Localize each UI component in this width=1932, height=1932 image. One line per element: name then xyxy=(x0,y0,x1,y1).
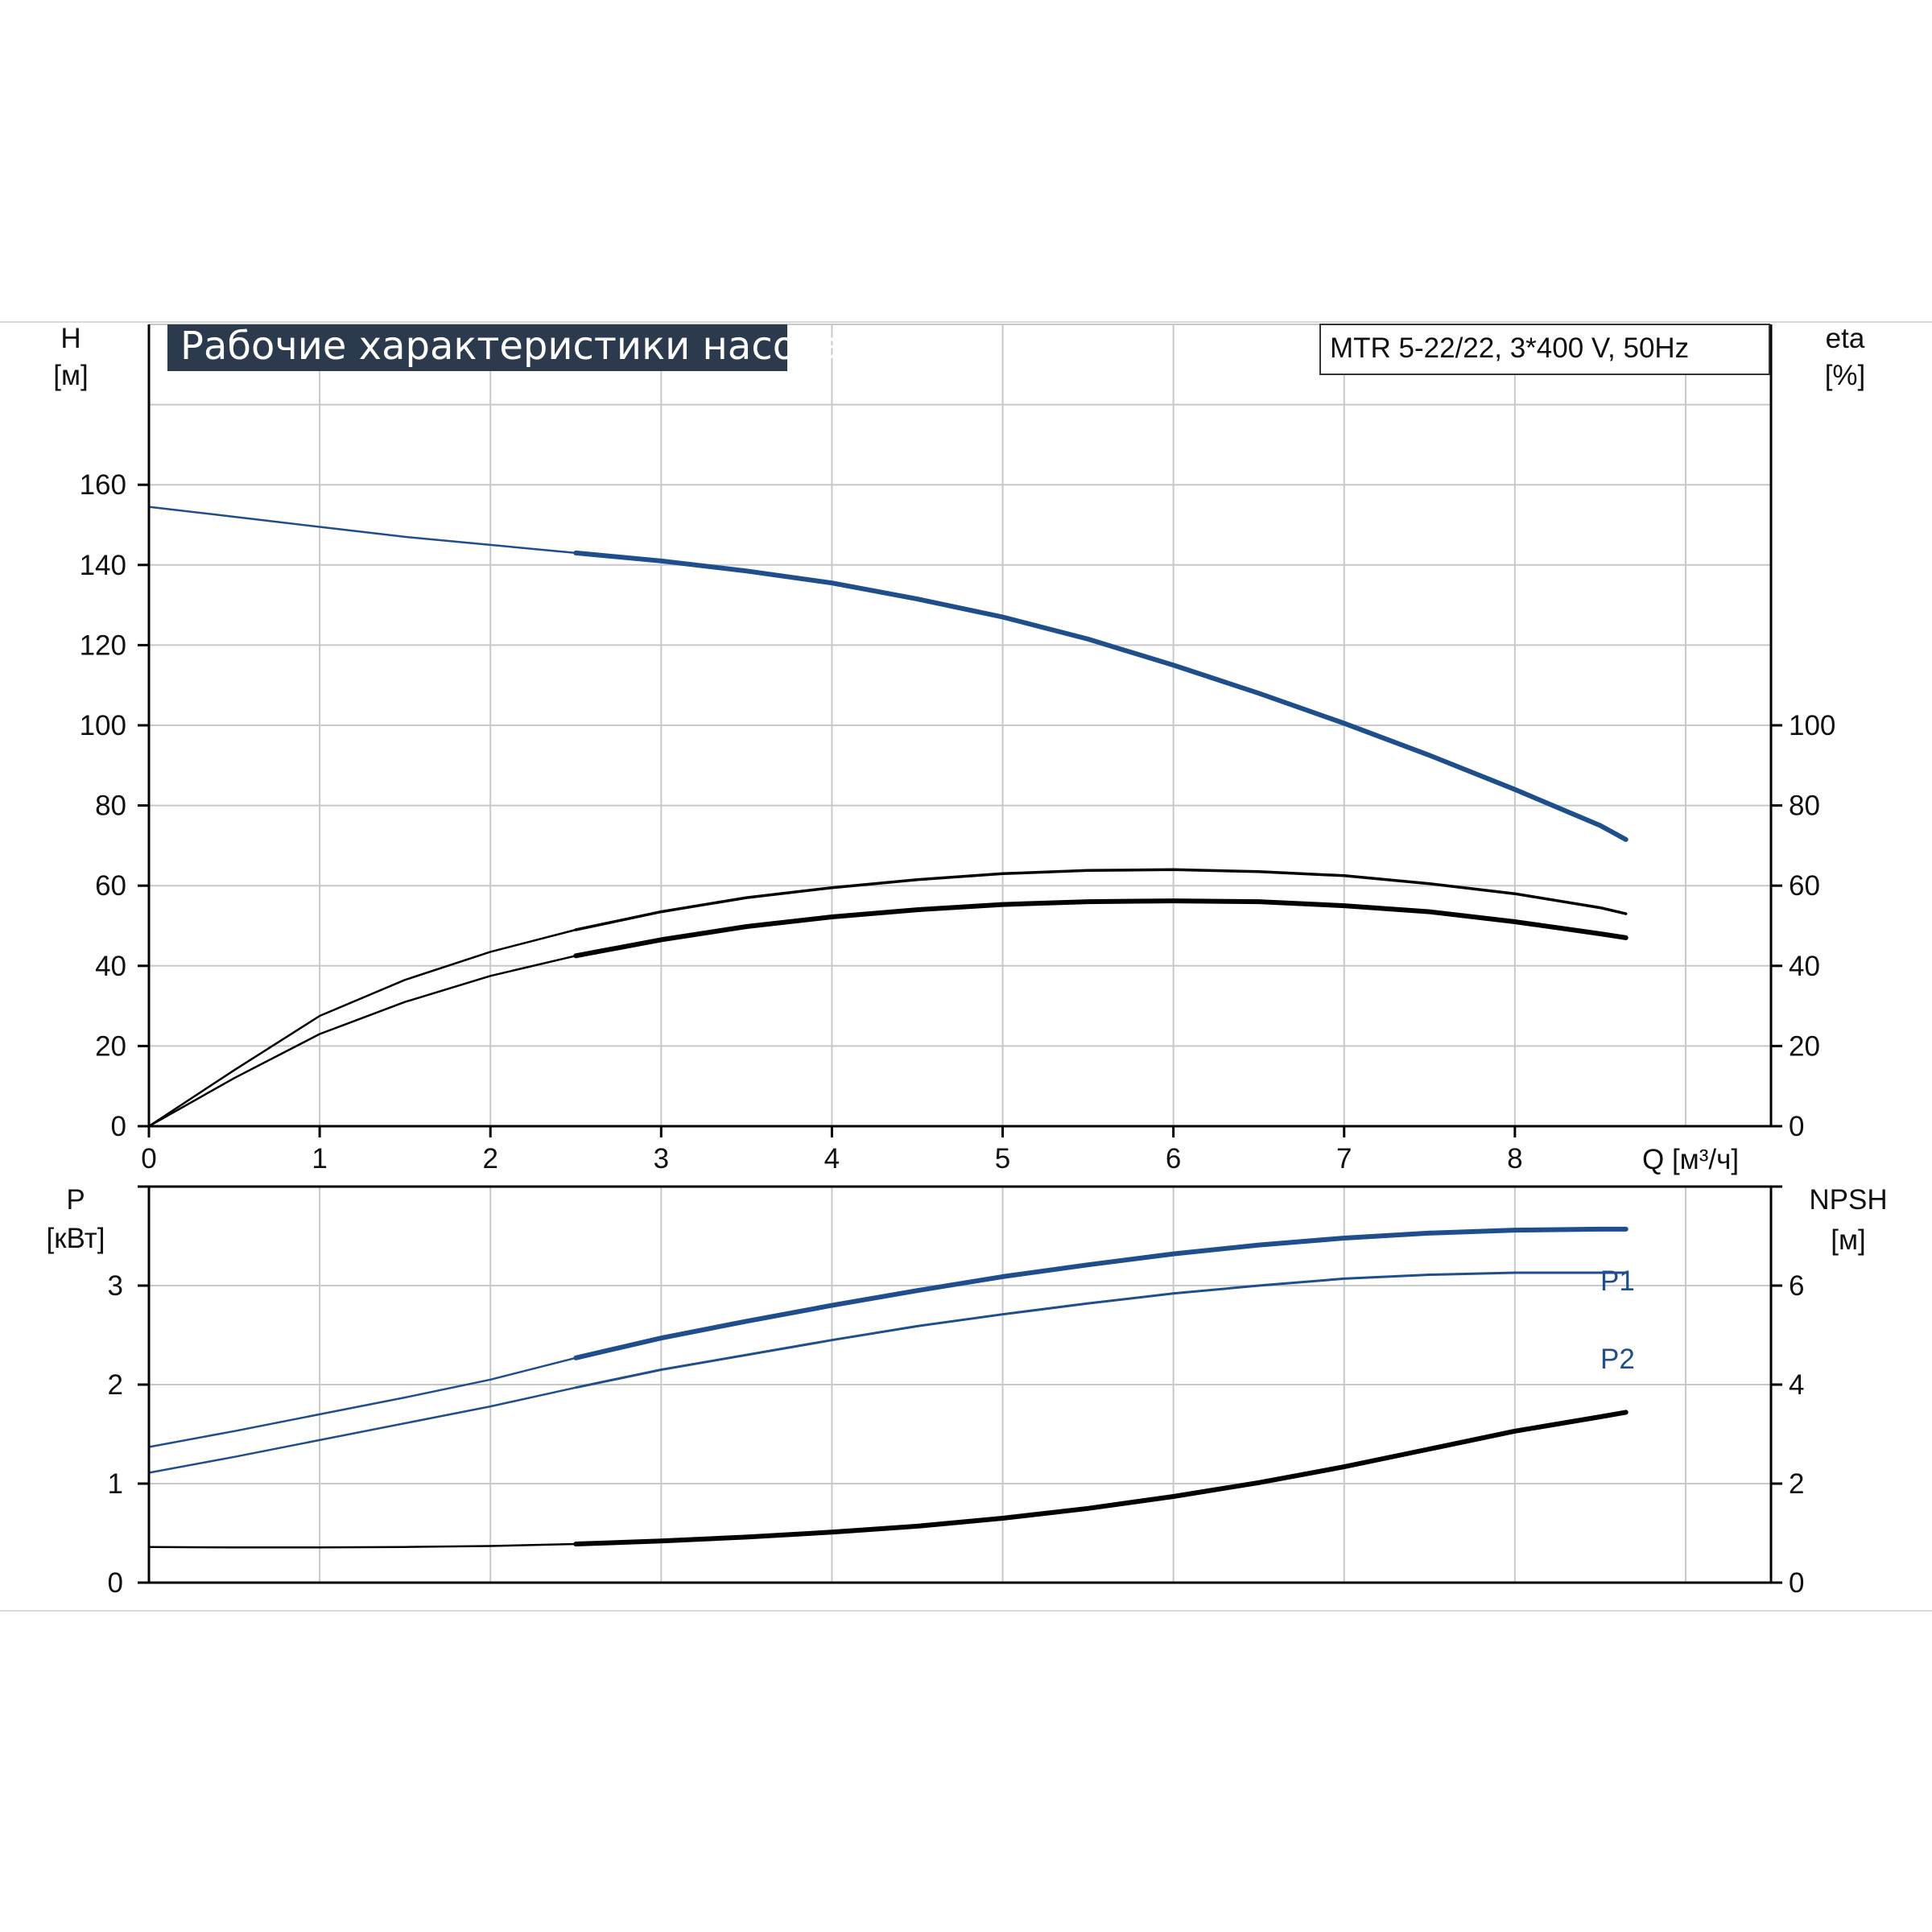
eta-tick-label: 80 xyxy=(1789,791,1820,822)
x-tick-label: 6 xyxy=(1166,1143,1181,1174)
x-tick-label: 7 xyxy=(1336,1143,1352,1174)
lower-axes xyxy=(138,1185,1782,1584)
upper-curves xyxy=(147,506,1629,1128)
h-tick-label: 100 xyxy=(80,710,126,741)
eta-tick-labels: 0 20 40 60 80 100 xyxy=(1789,710,1835,1142)
p1-curve-thin xyxy=(147,1356,577,1448)
efficiency-curve xyxy=(574,868,1628,931)
p1-curve xyxy=(573,1226,1629,1360)
npsh-curve xyxy=(573,1410,1629,1546)
h-tick-labels: 0 20 40 60 80 100 120 140 160 xyxy=(80,469,126,1142)
efficiency-curve-thin xyxy=(147,928,577,1128)
h-tick-label: 60 xyxy=(95,870,126,902)
npsh-axis-unit: [м] xyxy=(1831,1224,1866,1256)
x-tick-label: 1 xyxy=(312,1143,327,1174)
x-tick-label: 8 xyxy=(1507,1143,1522,1174)
lower-curves xyxy=(147,1226,1629,1549)
h-axis-label: H xyxy=(60,323,80,354)
upper-grid xyxy=(149,324,1771,1126)
x-axis-label: Q [м³/ч] xyxy=(1642,1144,1739,1175)
p2-curve-thin xyxy=(147,1386,577,1474)
x-tick-label: 2 xyxy=(482,1143,497,1174)
npsh-tick-label: 4 xyxy=(1789,1369,1804,1401)
x-tick-label: 3 xyxy=(654,1143,669,1174)
npsh-tick-label: 2 xyxy=(1789,1468,1804,1500)
eta-axis-label: eta xyxy=(1826,323,1865,354)
efficiency-motor-curve xyxy=(573,898,1629,959)
p-tick-label: 1 xyxy=(108,1468,123,1500)
efficiency-motor-curve-thin xyxy=(147,955,577,1128)
p-axis-unit: [кВт] xyxy=(47,1223,105,1254)
pump-model-label: MTR 5-22/22, 3*400 V, 50Hz xyxy=(1330,332,1689,364)
p-tick-label: 2 xyxy=(108,1369,123,1401)
eta-tick-label: 0 xyxy=(1789,1111,1804,1142)
h-tick-label: 20 xyxy=(95,1030,126,1062)
p2-curve-label: P2 xyxy=(1600,1344,1635,1375)
lower-panel: 0 1 2 3 0 2 4 6 P [кВт] NPSH [м] P1 P2 xyxy=(47,1184,1888,1599)
h-axis-unit: [м] xyxy=(53,360,89,391)
upper-axes xyxy=(138,324,1782,1137)
title-box xyxy=(167,324,787,371)
eta-tick-label: 100 xyxy=(1789,710,1835,741)
eta-tick-label: 40 xyxy=(1789,951,1820,982)
h-tick-label: 140 xyxy=(80,550,126,581)
npsh-curve-thin xyxy=(147,1542,577,1549)
h-tick-label: 80 xyxy=(95,791,126,822)
p-tick-label: 3 xyxy=(108,1270,123,1302)
head-curve-thin xyxy=(147,506,577,555)
npsh-tick-labels: 0 2 4 6 xyxy=(1789,1270,1804,1599)
eta-tick-label: 60 xyxy=(1789,870,1820,902)
h-tick-label: 0 xyxy=(111,1111,126,1142)
x-tick-label: 5 xyxy=(995,1143,1010,1174)
p1-curve-label: P1 xyxy=(1600,1265,1635,1297)
head-curve xyxy=(573,550,1629,842)
eta-axis-unit: [%] xyxy=(1825,360,1866,391)
x-tick-labels: 0 1 2 3 4 5 6 7 8 xyxy=(141,1143,1522,1174)
npsh-axis-label: NPSH xyxy=(1809,1184,1887,1216)
p-tick-label: 0 xyxy=(108,1567,123,1599)
x-tick-label: 4 xyxy=(824,1143,840,1174)
p-axis-label: P xyxy=(66,1184,85,1216)
npsh-tick-label: 6 xyxy=(1789,1270,1804,1302)
h-tick-label: 120 xyxy=(80,630,126,661)
chart-title: Рабочие характеристики насоса xyxy=(180,324,841,369)
h-tick-label: 40 xyxy=(95,951,126,982)
npsh-tick-label: 0 xyxy=(1789,1567,1804,1599)
x-tick-label: 0 xyxy=(141,1143,156,1174)
p2-curve xyxy=(574,1271,1628,1389)
h-tick-label: 160 xyxy=(80,469,126,501)
upper-panel: 0 1 2 3 4 5 6 7 8 0 20 40 60 80 100 120 140 160 0 20 40 60 8… xyxy=(53,323,1865,1175)
model-box xyxy=(1319,324,1770,375)
p-tick-labels: 0 1 2 3 xyxy=(108,1270,123,1599)
eta-tick-label: 20 xyxy=(1789,1030,1820,1062)
